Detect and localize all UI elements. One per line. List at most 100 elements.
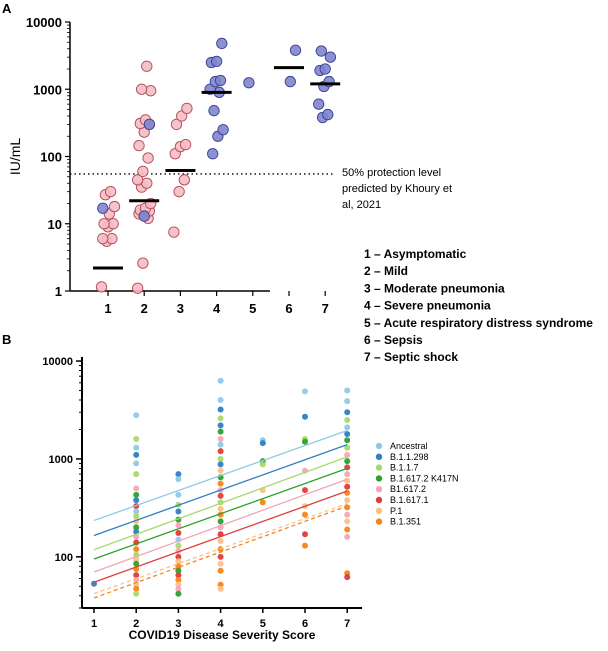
data-point xyxy=(217,581,224,588)
severity-legend-item: 4 – Severe pneumonia xyxy=(364,299,491,313)
data-point xyxy=(259,499,266,506)
data-point xyxy=(133,590,140,597)
pink-data-point xyxy=(137,165,149,178)
data-point xyxy=(217,518,224,525)
x-tick-label: 1 xyxy=(104,301,111,316)
blue-data-point xyxy=(97,202,109,214)
data-point xyxy=(217,428,224,435)
data-point xyxy=(344,511,351,518)
data-point xyxy=(344,497,351,504)
data-point xyxy=(217,415,224,422)
data-point xyxy=(217,585,224,592)
severity-legend-item: 6 – Sepsis xyxy=(364,333,423,347)
data-point xyxy=(133,546,140,553)
data-point xyxy=(344,451,351,458)
data-point xyxy=(344,398,351,405)
regression-line xyxy=(93,456,348,551)
data-point xyxy=(175,522,182,529)
pink-data-point xyxy=(145,85,157,97)
legend-marker xyxy=(375,486,383,493)
blue-data-point xyxy=(207,148,219,160)
threshold-label: al, 2021 xyxy=(342,199,381,211)
y-tick-label: 1000 xyxy=(49,454,73,466)
severity-legend-item: 2 – Mild xyxy=(364,264,408,278)
blue-data-point xyxy=(138,210,150,222)
data-point xyxy=(302,511,308,518)
data-point xyxy=(133,460,140,467)
data-point xyxy=(302,388,308,395)
data-point xyxy=(217,406,224,413)
data-point xyxy=(133,444,140,451)
panel-a-label: A xyxy=(2,1,12,16)
pink-data-point xyxy=(135,83,148,95)
legend-marker xyxy=(375,453,383,460)
legend-label: Ancestral xyxy=(390,441,428,451)
data-point xyxy=(175,590,182,597)
data-point xyxy=(344,574,351,581)
data-point xyxy=(175,567,182,574)
data-point xyxy=(133,471,140,478)
threshold-label: 50% protection level xyxy=(342,167,441,179)
x-tick-label: 3 xyxy=(175,618,181,630)
legend-label: P.1 xyxy=(390,506,402,516)
legend-label: B.1.351 xyxy=(390,517,421,527)
data-point xyxy=(344,387,351,394)
legend-label: B1.617.2 xyxy=(390,484,426,494)
data-point xyxy=(133,513,140,520)
legend-marker xyxy=(375,475,383,482)
data-point xyxy=(175,585,182,592)
x-tick-label: 2 xyxy=(141,301,148,316)
blue-data-point xyxy=(322,108,334,121)
data-point xyxy=(175,476,182,483)
data-point xyxy=(344,526,351,533)
data-point xyxy=(302,487,308,494)
data-point xyxy=(302,413,308,420)
severity-legend-item: 7 – Septic shock xyxy=(364,350,458,364)
data-point xyxy=(217,505,224,512)
x-tick-label: 6 xyxy=(285,301,292,316)
data-point xyxy=(133,412,140,419)
data-point xyxy=(217,448,224,455)
legend-marker xyxy=(375,442,383,450)
data-point xyxy=(175,581,182,588)
pink-data-point xyxy=(176,110,188,122)
data-point xyxy=(133,572,140,579)
data-point xyxy=(344,430,351,437)
data-point xyxy=(175,542,182,549)
regression-line xyxy=(93,505,348,599)
data-point xyxy=(217,455,224,462)
regression-line xyxy=(93,429,348,522)
legend-label: B.1.1.7 xyxy=(390,463,419,473)
pink-data-point xyxy=(173,186,185,198)
blue-data-point xyxy=(284,75,296,88)
legend-marker xyxy=(375,464,383,471)
x-tick-label: 6 xyxy=(302,618,308,630)
severity-legend-item: 5 – Acute respiratory distress syndrome xyxy=(364,316,593,330)
regression-line xyxy=(93,444,348,537)
pink-data-point xyxy=(132,282,144,294)
blue-data-point xyxy=(324,51,337,63)
data-point xyxy=(175,491,182,498)
data-point xyxy=(175,530,182,537)
y-tick-label: 1000 xyxy=(33,82,62,97)
data-point xyxy=(133,435,140,442)
pink-data-point xyxy=(168,226,180,238)
blue-data-point xyxy=(210,55,223,67)
data-point xyxy=(133,524,140,531)
data-point xyxy=(344,424,351,431)
legend-label: B.1.1.298 xyxy=(390,452,429,462)
severity-legend: 1 – Asymptomatic 2 – Mild 3 – Moderate pne… xyxy=(364,247,593,364)
blue-data-point xyxy=(243,77,255,89)
pink-data-point xyxy=(141,60,153,72)
x-tick-label: 4 xyxy=(218,618,225,630)
blue-data-point xyxy=(289,44,302,56)
data-point xyxy=(302,531,308,538)
data-point xyxy=(217,377,224,384)
blue-data-point xyxy=(214,74,227,87)
pink-data-point xyxy=(97,233,109,245)
pink-data-point xyxy=(104,186,117,198)
data-point xyxy=(175,572,182,579)
data-point xyxy=(344,437,351,444)
y-tick-label: 10 xyxy=(48,217,62,232)
